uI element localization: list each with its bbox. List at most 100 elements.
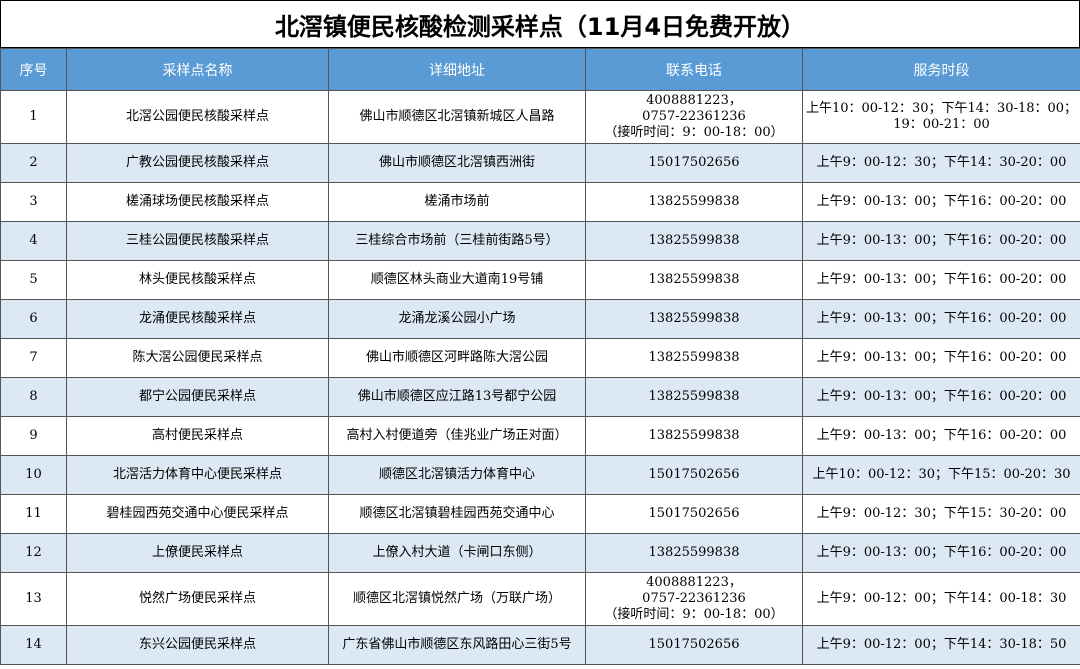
site-name-cell: 龙涌便民核酸采样点 [66,299,329,339]
hours-cell: 上午9：00-12：00；下午14：30-18：50 [802,625,1080,665]
hours-cell: 上午9：00-12：00；下午14：00-18：30 [802,572,1080,626]
site-name-cell: 广教公园便民核酸采样点 [66,143,329,183]
address-cell: 上僚入村大道（卡闸口东侧） [328,533,586,573]
hours-cell: 上午9：00-13：00；下午16：00-20：00 [802,338,1080,378]
column-header-address: 详细地址 [328,48,586,91]
hours-line: 上午9：00-12：00；下午14：30-18：50 [816,637,1067,652]
phone-cell: 13825599838 [585,416,803,456]
phone-cell: 13825599838 [585,221,803,261]
site-name-cell: 槎涌球场便民核酸采样点 [66,182,329,222]
row-number-cell: 7 [0,338,67,378]
address-cell: 三桂综合市场前（三桂前街路5号） [328,221,586,261]
table-header-row: 序号 采样点名称 详细地址 联系电话 服务时段 [0,48,1080,91]
site-name-cell: 陈大滘公园便民采样点 [66,338,329,378]
site-name-cell: 碧桂园西苑交通中心便民采样点 [66,494,329,534]
table-row: 8 都宁公园便民采样点 佛山市顺德区应江路13号都宁公园 13825599838 上午9… [0,377,1080,417]
table-row: 4 三桂公园便民核酸采样点 三桂综合市场前（三桂前街路5号） 13825599838 上… [0,221,1080,261]
address-cell: 佛山市顺德区北滘镇新城区人昌路 [328,90,586,144]
table-row: 13 悦然广场便民采样点 顺德区北滘镇悦然广场（万联广场） 4008881223， 07… [0,572,1080,626]
table-body: 1 北滘公园便民核酸采样点 佛山市顺德区北滘镇新城区人昌路 4008881223， 07… [0,90,1080,665]
column-header-number: 序号 [0,48,67,91]
row-number-cell: 10 [0,455,67,495]
hours-cell: 上午9：00-12：30；下午14：30-20：00 [802,143,1080,183]
column-header-phone: 联系电话 [585,48,803,91]
phone-cell: 13825599838 [585,182,803,222]
address-cell: 佛山市顺德区河畔路陈大滘公园 [328,338,586,378]
phone-line: 15017502656 [648,467,740,482]
phone-cell: 15017502656 [585,143,803,183]
phone-line: 15017502656 [648,506,740,521]
site-name-cell: 北滘活力体育中心便民采样点 [66,455,329,495]
table-row: 6 龙涌便民核酸采样点 龙涌龙溪公园小广场 13825599838 上午9：00-13：… [0,299,1080,339]
phone-line: 13825599838 [648,194,740,209]
table-row: 10 北滘活力体育中心便民采样点 顺德区北滘镇活力体育中心 15017502656 上午… [0,455,1080,495]
site-name-cell: 东兴公园便民采样点 [66,625,329,665]
hours-line: 上午10：00-12：30；下午14：30-18：00； [805,101,1078,116]
row-number-cell: 14 [0,625,67,665]
site-name-cell: 都宁公园便民采样点 [66,377,329,417]
phone-cell: 15017502656 [585,625,803,665]
hours-cell: 上午9：00-12：30；下午15：30-20：00 [802,494,1080,534]
phone-cell: 15017502656 [585,494,803,534]
address-cell: 广东省佛山市顺德区东风路田心三街5号 [328,625,586,665]
phone-line: 15017502656 [648,637,740,652]
hours-line: 上午9：00-13：00；下午16：00-20：00 [816,350,1067,365]
table-row: 9 高村便民采样点 高村入村便道旁（佳兆业广场正对面） 13825599838 上午9：… [0,416,1080,456]
address-cell: 佛山市顺德区应江路13号都宁公园 [328,377,586,417]
hours-cell: 上午9：00-13：00；下午16：00-20：00 [802,260,1080,300]
sampling-points-table: 序号 采样点名称 详细地址 联系电话 服务时段 1 北滘公园便民核酸采样点 佛山市顺… [0,48,1080,665]
hours-cell: 上午9：00-13：00；下午16：00-20：00 [802,299,1080,339]
hours-cell: 上午10：00-12：30；下午14：30-18：00； 19：00-21：00 [802,90,1080,144]
phone-line: 13825599838 [648,389,740,404]
phone-cell: 15017502656 [585,455,803,495]
phone-line: 13825599838 [648,545,740,560]
hours-line: 上午10：00-12：30；下午15：00-20：30 [812,467,1071,482]
address-cell: 顺德区北滘镇碧桂园西苑交通中心 [328,494,586,534]
phone-line: 4008881223， [646,575,742,590]
phone-cell: 13825599838 [585,338,803,378]
row-number-cell: 3 [0,182,67,222]
row-number-cell: 12 [0,533,67,573]
hours-line: 上午9：00-13：00；下午16：00-20：00 [816,428,1067,443]
phone-line: 0757-22361236 [642,591,746,606]
hours-line: 上午9：00-13：00；下午16：00-20：00 [816,311,1067,326]
hours-line: 19：00-21：00 [893,117,990,132]
address-cell: 顺德区北滘镇活力体育中心 [328,455,586,495]
row-number-cell: 11 [0,494,67,534]
phone-line: 13825599838 [648,233,740,248]
row-number-cell: 8 [0,377,67,417]
phone-cell: 4008881223， 0757-22361236 （接听时间：9：00-18：00… [585,572,803,626]
hours-line: 上午9：00-12：00；下午14：00-18：30 [816,591,1067,606]
site-name-cell: 北滘公园便民核酸采样点 [66,90,329,144]
phone-line: （接听时间：9：00-18：00） [604,125,784,140]
phone-cell: 13825599838 [585,377,803,417]
hours-line: 上午9：00-13：00；下午16：00-20：00 [816,389,1067,404]
site-name-cell: 林头便民核酸采样点 [66,260,329,300]
table-row: 7 陈大滘公园便民采样点 佛山市顺德区河畔路陈大滘公园 13825599838 上午9：… [0,338,1080,378]
column-header-name: 采样点名称 [66,48,329,91]
table-row: 2 广教公园便民核酸采样点 佛山市顺德区北滘镇西洲街 15017502656 上午9：0… [0,143,1080,183]
address-cell: 龙涌龙溪公园小广场 [328,299,586,339]
hours-line: 上午9：00-12：30；下午15：30-20：00 [816,506,1067,521]
phone-line: 15017502656 [648,155,740,170]
hours-line: 上午9：00-13：00；下午16：00-20：00 [816,272,1067,287]
table-row: 1 北滘公园便民核酸采样点 佛山市顺德区北滘镇新城区人昌路 4008881223， 07… [0,90,1080,144]
hours-cell: 上午9：00-13：00；下午16：00-20：00 [802,533,1080,573]
address-cell: 槎涌市场前 [328,182,586,222]
address-cell: 高村入村便道旁（佳兆业广场正对面） [328,416,586,456]
page-title: 北滘镇便民核酸检测采样点（11月4日免费开放） [0,0,1080,48]
address-cell: 顺德区林头商业大道南19号铺 [328,260,586,300]
hours-line: 上午9：00-13：00；下午16：00-20：00 [816,233,1067,248]
row-number-cell: 5 [0,260,67,300]
phone-cell: 13825599838 [585,260,803,300]
site-name-cell: 悦然广场便民采样点 [66,572,329,626]
hours-line: 上午9：00-13：00；下午16：00-20：00 [816,545,1067,560]
phone-line: 4008881223， [646,93,742,108]
hours-cell: 上午9：00-13：00；下午16：00-20：00 [802,182,1080,222]
phone-line: 13825599838 [648,311,740,326]
row-number-cell: 9 [0,416,67,456]
table-row: 11 碧桂园西苑交通中心便民采样点 顺德区北滘镇碧桂园西苑交通中心 150175026… [0,494,1080,534]
table-row: 5 林头便民核酸采样点 顺德区林头商业大道南19号铺 13825599838 上午9：0… [0,260,1080,300]
row-number-cell: 4 [0,221,67,261]
row-number-cell: 1 [0,90,67,144]
